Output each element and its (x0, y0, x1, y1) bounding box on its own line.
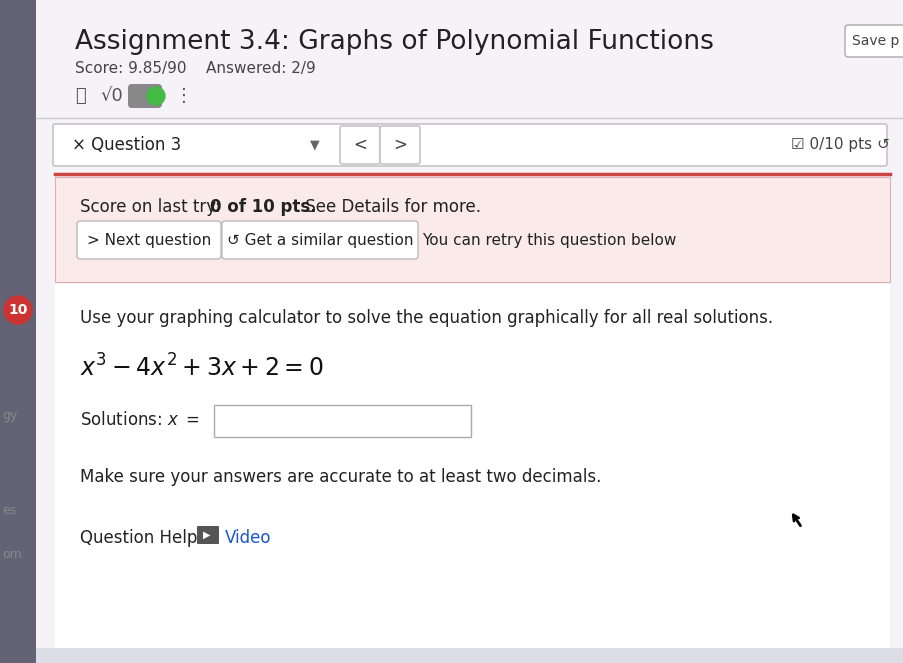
Text: gy: gy (2, 408, 17, 422)
Text: Video: Video (225, 529, 271, 547)
FancyBboxPatch shape (197, 526, 219, 544)
Text: ⎙: ⎙ (75, 87, 86, 105)
Text: Assignment 3.4: Graphs of Polynomial Functions: Assignment 3.4: Graphs of Polynomial Fun… (75, 29, 713, 55)
FancyBboxPatch shape (128, 84, 162, 108)
Text: ↺ Get a similar question: ↺ Get a similar question (227, 233, 413, 247)
Text: Use your graphing calculator to solve the equation graphically for all real solu: Use your graphing calculator to solve th… (79, 309, 772, 327)
FancyBboxPatch shape (379, 126, 420, 164)
Text: 10: 10 (8, 303, 28, 317)
FancyBboxPatch shape (340, 126, 379, 164)
Text: es: es (2, 503, 16, 516)
Circle shape (4, 296, 32, 324)
Text: >: > (393, 136, 406, 154)
Text: om: om (2, 548, 22, 562)
Text: <: < (352, 136, 367, 154)
Text: $x^3 - 4x^2 + 3x + 2 = 0$: $x^3 - 4x^2 + 3x + 2 = 0$ (79, 355, 323, 382)
Circle shape (147, 87, 165, 105)
Text: > Next question: > Next question (87, 233, 211, 247)
Text: You can retry this question below: You can retry this question below (422, 233, 675, 247)
Text: See Details for more.: See Details for more. (300, 198, 480, 216)
Text: ▶: ▶ (203, 530, 210, 540)
FancyBboxPatch shape (0, 0, 36, 663)
FancyBboxPatch shape (844, 25, 903, 57)
Text: Solutions: $x\,$ =: Solutions: $x\,$ = (79, 411, 199, 429)
Text: Score: 9.85/90    Answered: 2/9: Score: 9.85/90 Answered: 2/9 (75, 60, 315, 76)
Text: Question Help:: Question Help: (79, 529, 203, 547)
Text: ⋮: ⋮ (175, 87, 192, 105)
Text: √0: √0 (100, 87, 123, 105)
Text: × Question 3: × Question 3 (72, 136, 181, 154)
FancyBboxPatch shape (214, 405, 470, 437)
FancyBboxPatch shape (77, 221, 220, 259)
Text: Make sure your answers are accurate to at least two decimals.: Make sure your answers are accurate to a… (79, 468, 600, 486)
Text: ☑ 0/10 pts ↺: ☑ 0/10 pts ↺ (790, 137, 889, 152)
FancyBboxPatch shape (55, 284, 889, 654)
FancyBboxPatch shape (36, 0, 903, 663)
FancyBboxPatch shape (53, 124, 886, 166)
FancyBboxPatch shape (222, 221, 417, 259)
Text: Save p: Save p (852, 34, 898, 48)
Text: ▼: ▼ (310, 139, 320, 152)
Text: Score on last try:: Score on last try: (79, 198, 226, 216)
Text: 0 of 10 pts.: 0 of 10 pts. (209, 198, 316, 216)
FancyBboxPatch shape (36, 648, 903, 663)
FancyBboxPatch shape (55, 177, 889, 282)
